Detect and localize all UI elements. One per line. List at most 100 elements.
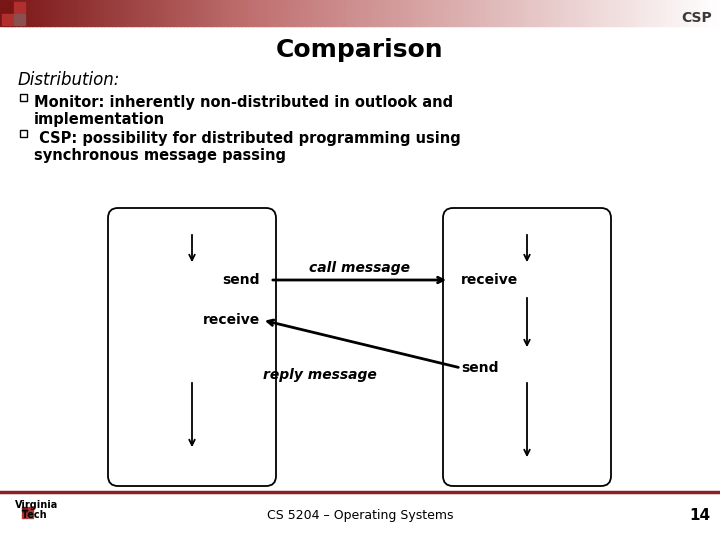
Bar [47,0,51,26]
Bar [61,0,66,26]
Bar [104,0,109,26]
Bar [558,0,562,26]
Bar [119,0,123,26]
Bar [14,0,19,26]
Bar [50,0,55,26]
Bar [364,0,368,26]
Bar [400,0,404,26]
Bar [299,0,303,26]
Bar [20,94,27,101]
Bar [608,0,613,26]
Bar [230,0,235,26]
Bar [702,0,706,26]
Bar [616,0,620,26]
Bar [11,0,15,26]
Bar [529,0,534,26]
Bar [284,0,289,26]
Bar [698,0,703,26]
Bar [454,0,458,26]
Text: send: send [461,361,498,375]
Bar [130,0,134,26]
Bar [666,0,670,26]
Bar [605,0,609,26]
Bar [187,0,192,26]
Bar [644,0,649,26]
Bar [439,0,444,26]
Bar [468,0,472,26]
Bar [22,0,26,26]
Bar [97,0,102,26]
Bar [162,0,166,26]
Bar [403,0,408,26]
Bar [234,0,238,26]
Bar [223,0,228,26]
FancyBboxPatch shape [443,208,611,486]
Bar [101,0,105,26]
Bar [461,0,465,26]
Bar [166,0,170,26]
Bar [205,0,210,26]
Bar [479,0,483,26]
Bar [619,0,624,26]
Bar [533,0,537,26]
Bar [590,0,595,26]
Bar [544,0,548,26]
Bar [151,0,156,26]
Bar [43,0,48,26]
Bar [342,0,346,26]
Bar [274,0,278,26]
Bar [385,0,390,26]
Bar [389,0,393,26]
Bar [2,14,13,25]
Bar [565,0,570,26]
Bar [680,0,685,26]
Text: CS 5204 – Operating Systems: CS 5204 – Operating Systems [266,509,454,522]
Bar [418,0,422,26]
Bar [623,0,627,26]
Bar [569,0,573,26]
Bar [457,0,462,26]
Bar [349,0,354,26]
Bar [302,0,307,26]
Bar [4,0,8,26]
Bar [184,0,188,26]
Bar [220,0,224,26]
Bar [551,0,555,26]
Bar [180,0,184,26]
Bar [713,0,717,26]
Bar [270,0,274,26]
Bar [497,0,501,26]
Bar [54,0,58,26]
Bar [227,0,231,26]
Bar [522,0,526,26]
Bar [688,0,692,26]
Bar [115,0,120,26]
Bar [450,0,454,26]
Bar [515,0,519,26]
Bar [374,0,379,26]
Bar [443,0,447,26]
Text: receive: receive [461,273,518,287]
Text: synchronous message passing: synchronous message passing [34,148,286,163]
Text: send: send [222,273,260,287]
Bar [706,0,710,26]
Bar [137,0,141,26]
Text: CSP: possibility for distributed programming using: CSP: possibility for distributed program… [34,131,461,146]
Bar [709,0,714,26]
Bar [536,0,541,26]
Bar [76,0,80,26]
Bar [28,513,33,518]
Bar [79,0,84,26]
Bar [288,0,292,26]
Bar [83,0,87,26]
Bar [428,0,433,26]
Bar [281,0,285,26]
Bar [86,0,91,26]
Bar [194,0,199,26]
Bar [367,0,372,26]
Bar [583,0,588,26]
Bar [486,0,490,26]
Bar [637,0,642,26]
Bar [317,0,321,26]
Bar [335,0,339,26]
